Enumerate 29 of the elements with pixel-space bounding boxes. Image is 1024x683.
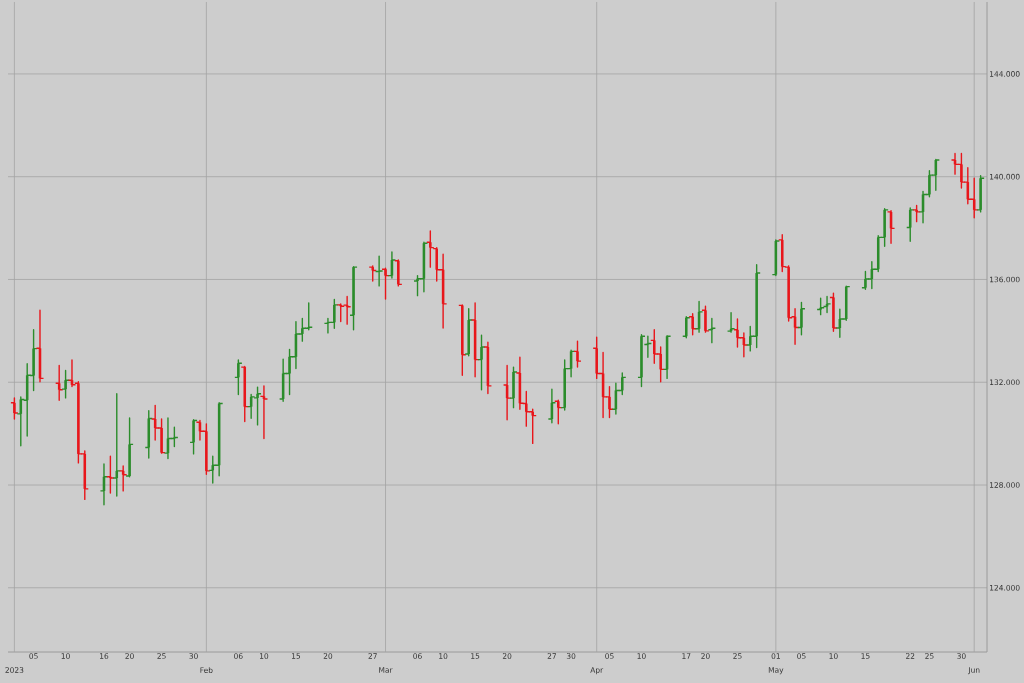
candlestick — [701, 305, 710, 333]
candlestick — [144, 410, 153, 459]
candlestick — [829, 292, 838, 333]
candlestick — [912, 204, 921, 223]
candlestick — [368, 265, 377, 282]
candlestick — [477, 334, 486, 391]
candlestick — [374, 255, 384, 287]
candlestick — [106, 455, 115, 494]
candlestick — [797, 301, 806, 336]
candlestick — [509, 366, 518, 409]
candlestick — [682, 316, 691, 339]
candlestick — [688, 312, 697, 336]
candlestick — [573, 340, 582, 368]
candlestick — [458, 304, 467, 376]
candlestick — [906, 207, 915, 242]
candlestick — [554, 399, 563, 425]
candlestick — [189, 419, 198, 455]
candlestick — [61, 369, 70, 399]
candlestick — [394, 259, 403, 287]
candlestick — [234, 359, 243, 396]
candlestick — [464, 308, 473, 357]
candlestick — [976, 174, 985, 213]
candlestick — [707, 317, 717, 344]
candlestick — [381, 267, 390, 300]
candlestick — [349, 265, 358, 331]
candlestick — [240, 365, 249, 423]
candlestick — [125, 417, 134, 478]
candlestick — [10, 397, 19, 420]
candlestick — [816, 297, 825, 316]
